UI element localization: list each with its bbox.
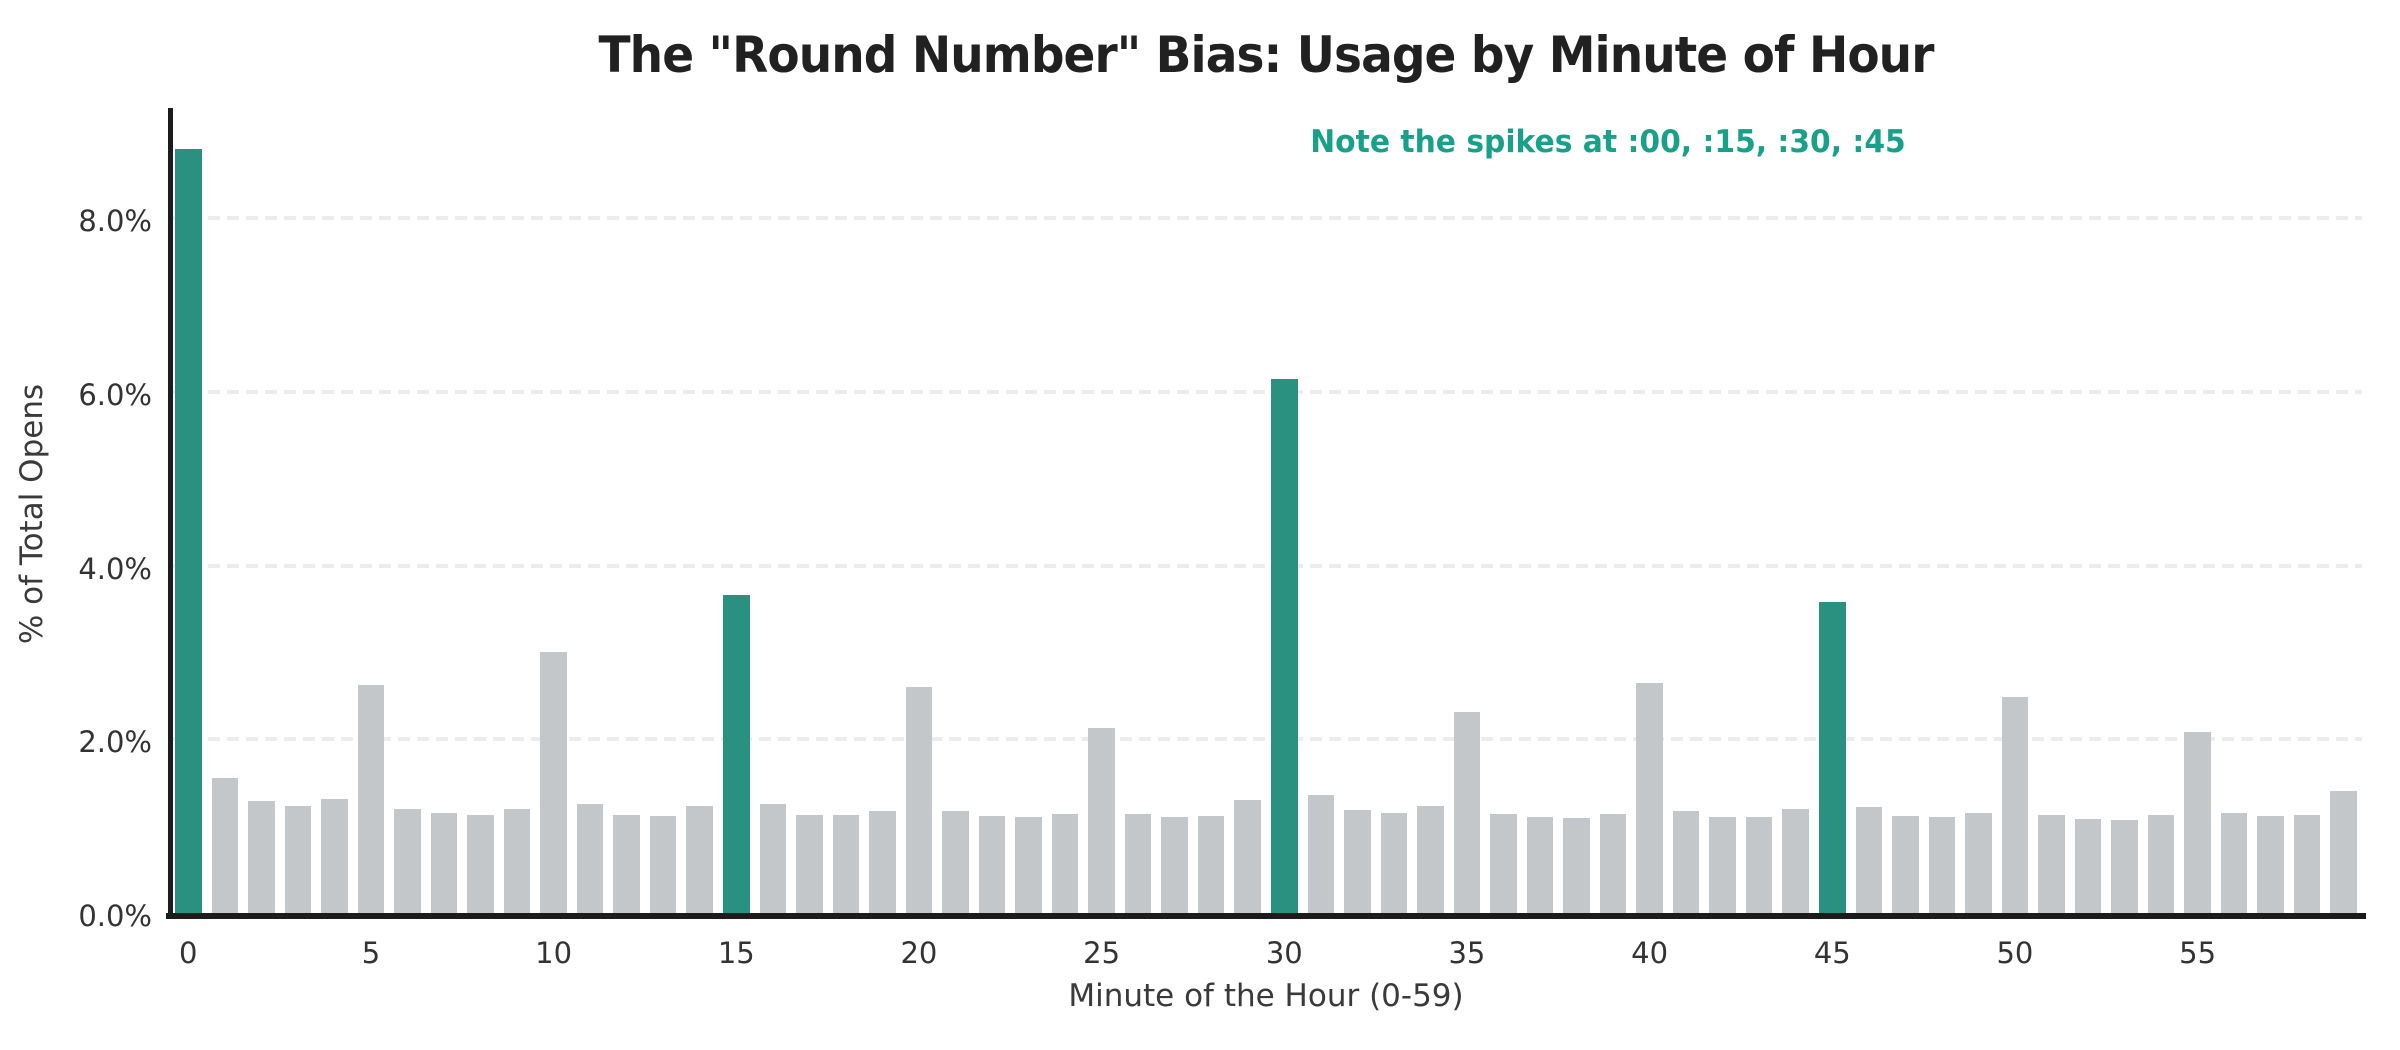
bar-minute-22 [978, 815, 1006, 913]
bar-minute-36 [1490, 814, 1517, 913]
x-tick-label-40: 40 [1631, 936, 1669, 970]
x-tick-label-25: 25 [1083, 936, 1121, 970]
x-tick-label-35: 35 [1448, 936, 1486, 970]
bar-minute-44 [1782, 808, 1809, 913]
bar-minute-34 [1417, 806, 1444, 913]
bar-minute-0 [175, 148, 202, 913]
bar-minute-39 [1599, 814, 1627, 913]
bar-minute-33 [1380, 813, 1408, 913]
bar-minute-56 [2220, 813, 2248, 913]
bar-minute-27 [1161, 817, 1188, 913]
bar-minute-4 [321, 799, 348, 913]
bar-minute-30 [1271, 378, 1298, 913]
x-tick-label-20: 20 [900, 936, 938, 970]
y-axis-spine [168, 108, 173, 919]
bar-minute-11 [576, 804, 604, 913]
bar-minute-58 [2293, 814, 2321, 913]
bar-minute-59 [2330, 791, 2357, 913]
gridline-4-percent [170, 563, 2362, 568]
y-tick-label-8: 8.0% [78, 204, 152, 239]
gridline-8-percent [170, 216, 2362, 221]
x-tick-label-55: 55 [2179, 936, 2217, 970]
x-tick-label-45: 45 [1813, 936, 1851, 970]
bar-minute-42 [1709, 817, 1736, 913]
bar-minute-40 [1636, 682, 1663, 913]
x-tick-label-30: 30 [1265, 936, 1303, 970]
x-axis-label: Minute of the Hour (0-59) [1068, 978, 1464, 1014]
bar-minute-20 [905, 687, 933, 913]
bar-minute-8 [467, 814, 494, 913]
gridline-2-percent [170, 737, 2362, 742]
x-axis-spine [166, 913, 2366, 919]
y-tick-label-6: 6.0% [78, 377, 152, 412]
bar-minute-9 [503, 808, 531, 913]
bar-minute-54 [2147, 814, 2175, 913]
bar-minute-35 [1453, 712, 1481, 913]
bar-minute-52 [2074, 819, 2102, 913]
bar-minute-18 [832, 814, 860, 913]
bar-minute-15 [723, 595, 750, 913]
bar-minute-55 [2184, 732, 2211, 913]
x-tick-label-50: 50 [1996, 936, 2034, 970]
bar-minute-46 [1855, 807, 1883, 913]
y-tick-label-2: 2.0% [78, 725, 152, 760]
bar-minute-45 [1819, 602, 1846, 913]
bar-minute-21 [942, 811, 969, 913]
bar-minute-13 [649, 815, 677, 913]
bar-minute-5 [357, 684, 385, 913]
bar-minute-43 [1745, 817, 1773, 913]
bar-minute-29 [1234, 800, 1261, 913]
bar-minute-2 [248, 800, 275, 913]
x-tick-label-5: 5 [361, 936, 381, 970]
bar-minute-23 [1015, 816, 1042, 913]
bar-minute-41 [1672, 811, 1700, 913]
bar-minute-16 [759, 804, 787, 913]
chart-annotation: Note the spikes at :00, :15, :30, :45 [1310, 124, 1906, 160]
bar-minute-48 [1928, 817, 1956, 913]
bar-minute-37 [1526, 817, 1554, 913]
bar-minute-1 [211, 777, 239, 913]
bar-minute-28 [1197, 815, 1225, 913]
bar-minute-7 [430, 813, 458, 913]
chart-title: The "Round Number" Bias: Usage by Minute… [598, 26, 1935, 84]
x-tick-label-0: 0 [179, 936, 198, 970]
bar-minute-50 [2001, 696, 2029, 913]
bar-minute-3 [284, 806, 312, 913]
bar-minute-57 [2257, 815, 2284, 913]
bar-minute-38 [1563, 818, 1590, 913]
y-tick-label-4: 4.0% [78, 551, 152, 586]
bar-minute-25 [1088, 728, 1115, 913]
bar-minute-53 [2111, 820, 2138, 913]
bar-minute-19 [869, 810, 896, 913]
x-tick-label-10: 10 [535, 936, 573, 970]
bar-minute-6 [394, 808, 421, 913]
bar-minute-31 [1307, 794, 1335, 913]
plot-area [170, 108, 2362, 913]
x-tick-label-15: 15 [717, 936, 755, 970]
bar-minute-49 [1965, 813, 1992, 913]
bar-minute-12 [613, 814, 640, 913]
bar-minute-26 [1124, 814, 1152, 913]
bar-minute-32 [1344, 809, 1371, 913]
bar-minute-47 [1892, 815, 1919, 913]
bar-minute-17 [796, 814, 823, 913]
bar-minute-24 [1051, 814, 1079, 913]
bar-minute-14 [686, 806, 713, 913]
bar-minute-51 [2038, 814, 2065, 913]
y-tick-label-0: 0.0% [78, 899, 152, 933]
gridline-6-percent [170, 389, 2362, 394]
bar-minute-10 [540, 652, 567, 913]
